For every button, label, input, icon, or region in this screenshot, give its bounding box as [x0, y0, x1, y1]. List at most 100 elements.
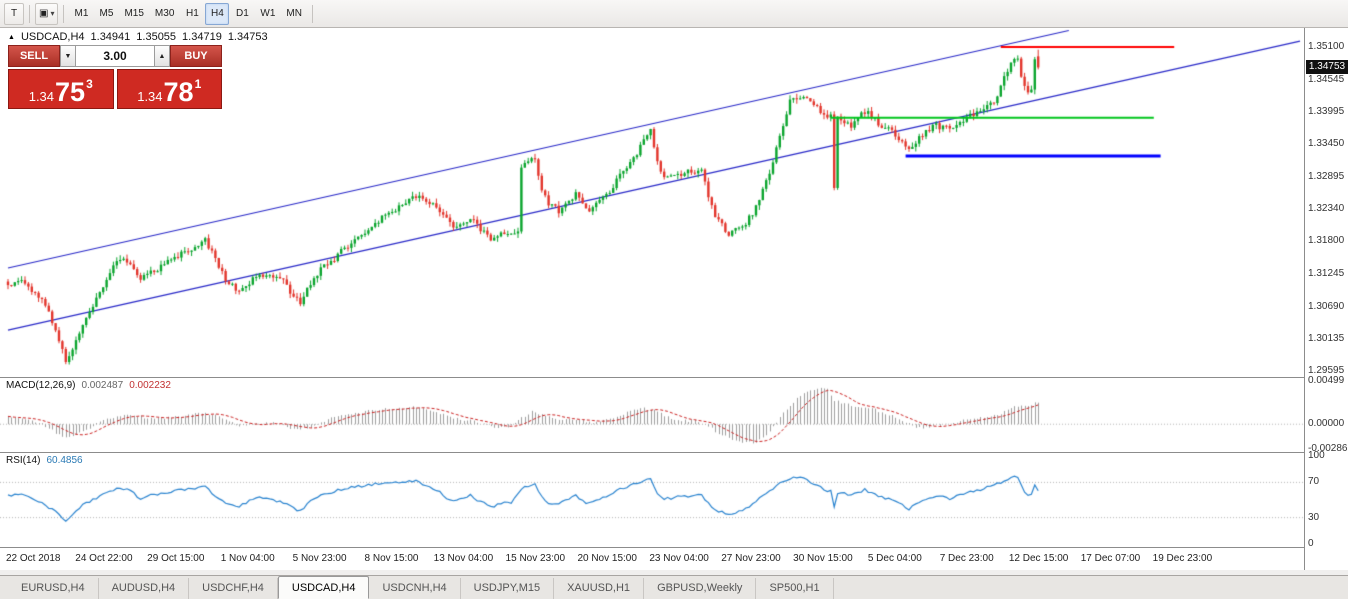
time-axis-label: 7 Dec 23:00	[939, 553, 994, 564]
time-axis-label: 15 Nov 23:00	[505, 553, 566, 564]
chart-tab-usdcnh-h4[interactable]: USDCNH,H4	[369, 578, 461, 599]
price-axis-label: 1.31800	[1308, 235, 1345, 247]
time-axis-label: 12 Dec 15:00	[1008, 553, 1069, 564]
sell-button[interactable]: SELL	[8, 45, 60, 67]
timeframe-button-m5[interactable]: M5	[99, 8, 114, 19]
macd-axis-label: 0.00000	[1308, 418, 1345, 430]
rsi-indicator-label: RSI(14) 60.4856	[6, 455, 83, 466]
toolbar-separator	[29, 4, 30, 23]
timeframe-button-h4[interactable]: H4	[205, 2, 230, 25]
panel-divider[interactable]	[0, 377, 1348, 378]
price-axis-label: 1.31245	[1308, 267, 1345, 279]
time-axis-label: 1 Nov 04:00	[220, 553, 275, 564]
rsi-axis-label: 30	[1308, 511, 1320, 523]
chart-tab-usdjpy-m15[interactable]: USDJPY,M15	[461, 578, 555, 599]
buy-price-sup: 1	[194, 77, 202, 91]
timeframe-button-m1[interactable]: M1	[74, 8, 89, 19]
buy-button[interactable]: BUY	[170, 45, 222, 67]
chart-objects-icon[interactable]: ▣ ▾	[35, 2, 59, 25]
time-axis-label: 20 Nov 15:00	[577, 553, 637, 564]
chevron-down-icon: ▾	[50, 9, 55, 18]
time-axis-label: 19 Dec 23:00	[1152, 553, 1213, 564]
time-axis-label: 23 Nov 04:00	[649, 553, 709, 564]
time-axis-label: 22 Oct 2018	[6, 553, 61, 564]
macd-axis-label: 0.00499	[1308, 375, 1345, 386]
time-axis-label: 27 Nov 23:00	[721, 553, 781, 564]
time-axis-label: 17 Dec 07:00	[1080, 553, 1141, 564]
buy-price-prefix: 1.34	[137, 89, 163, 104]
volume-input[interactable]	[76, 45, 154, 67]
time-axis[interactable]: 22 Oct 2018 24 Oct 22:00 29 Oct 15:00 1 Nov…	[0, 548, 1304, 570]
price-axis-label: 1.30135	[1308, 333, 1345, 345]
chart-tab-gbpusd-weekly[interactable]: GBPUSD,Weekly	[644, 578, 757, 599]
time-axis-label: 13 Nov 04:00	[433, 553, 494, 564]
chart-tab-sp500-h1[interactable]: SP500,H1	[756, 578, 834, 599]
chart-region: ▲ USDCAD,H4 1.34941 1.35055 1.34719 1.34…	[0, 28, 1348, 570]
rsi-axis-label: 100	[1308, 450, 1325, 461]
ohlc-close: 1.34753	[227, 31, 268, 43]
price-axis[interactable]: 1.34753 1.35100 1.34545 1.33995 1.33450 1.32…	[1304, 28, 1348, 570]
time-axis-label: 24 Oct 22:00	[75, 553, 133, 564]
price-axis-label: 1.29595	[1308, 364, 1345, 376]
panel-divider[interactable]	[0, 547, 1348, 548]
sell-price-sup: 3	[86, 77, 93, 91]
macd-signal-value: 0.002232	[129, 380, 171, 391]
current-price-tag: 1.34753	[1306, 60, 1348, 75]
chart-tab-audusd-h4[interactable]: AUDUSD,H4	[99, 578, 190, 599]
text-tool-icon[interactable]: T	[4, 2, 24, 25]
panel-divider[interactable]	[0, 452, 1348, 453]
chart-objects-glyph: ▣	[39, 8, 49, 19]
price-axis-label: 1.32340	[1308, 203, 1345, 215]
rsi-axis-label: 0	[1308, 538, 1314, 549]
price-axis-label: 1.33995	[1308, 106, 1345, 118]
time-axis-label: 29 Oct 15:00	[147, 553, 205, 564]
time-axis-label: 8 Nov 15:00	[364, 553, 419, 564]
ohlc-header: ▲ USDCAD,H4 1.34941 1.35055 1.34719 1.34…	[8, 31, 268, 43]
sell-price-display[interactable]: 1.34 75 3	[8, 69, 114, 109]
price-axis-label: 1.30690	[1308, 300, 1345, 312]
timeframe-button-mn[interactable]: MN	[286, 8, 302, 19]
ohlc-open: 1.34941	[90, 31, 131, 43]
toolbar-separator	[63, 4, 65, 23]
price-axis-label: 1.33450	[1308, 138, 1345, 150]
timeframe-buttons: M1 M5 M15 M30 H1 H4 D1 W1 MN	[69, 2, 306, 25]
price-axis-label: 1.34545	[1308, 73, 1345, 85]
macd-name: MACD(12,26,9)	[6, 380, 76, 391]
macd-main-value: 0.002487	[81, 380, 124, 391]
volume-increase-button[interactable]: ▲	[154, 45, 170, 67]
sell-price-big: 75	[55, 76, 86, 107]
time-axis-label: 5 Dec 04:00	[867, 553, 922, 564]
volume-decrease-button[interactable]: ▼	[60, 45, 76, 67]
chart-tab-usdcad-h4[interactable]: USDCAD,H4	[277, 576, 370, 599]
macd-axis-label: -0.00286	[1308, 443, 1348, 454]
chart-tabs-bar: EURUSD,H4 AUDUSD,H4 USDCHF,H4 USDCAD,H4 USDC…	[0, 575, 1348, 599]
toolbar-separator	[311, 4, 313, 23]
rsi-value: 60.4856	[46, 455, 83, 466]
symbol-marker-icon: ▲	[8, 33, 15, 41]
time-axis-label: 5 Nov 23:00	[292, 553, 347, 564]
ohlc-low: 1.34719	[182, 31, 222, 43]
buy-price-display[interactable]: 1.34 78 1	[116, 69, 222, 109]
price-axis-label: 1.32895	[1308, 170, 1345, 182]
price-axis-label: 1.35100	[1308, 41, 1345, 52]
sell-price-prefix: 1.34	[28, 89, 55, 104]
timeframe-button-d1[interactable]: D1	[235, 8, 249, 19]
buy-price-big: 78	[163, 76, 194, 107]
chart-tab-xauusd-h1[interactable]: XAUUSD,H1	[554, 578, 645, 599]
chart-plot-canvas[interactable]	[0, 28, 1304, 570]
ohlc-high: 1.35055	[136, 31, 177, 43]
chart-tab-usdchf-h4[interactable]: USDCHF,H4	[189, 578, 278, 599]
timeframe-button-h1[interactable]: H1	[185, 8, 199, 19]
rsi-name: RSI(14)	[6, 455, 41, 466]
one-click-trading-widget: SELL ▼ ▲ BUY 1.34 75 3 1.34 78 1	[8, 45, 222, 109]
timeframe-button-m30[interactable]: M30	[154, 8, 175, 19]
time-axis-label: 30 Nov 15:00	[793, 553, 853, 564]
toolbar: T ▣ ▾ M1 M5 M15 M30 H1 H4 D1 W1 MN	[0, 0, 1348, 28]
timeframe-button-m15[interactable]: M15	[124, 8, 144, 19]
symbol-title: USDCAD,H4	[20, 31, 85, 43]
rsi-axis-label: 70	[1308, 476, 1320, 488]
chart-tab-eurusd-h4[interactable]: EURUSD,H4	[8, 578, 99, 599]
timeframe-button-w1[interactable]: W1	[260, 8, 276, 19]
macd-indicator-label: MACD(12,26,9) 0.002487 0.002232	[6, 380, 171, 391]
